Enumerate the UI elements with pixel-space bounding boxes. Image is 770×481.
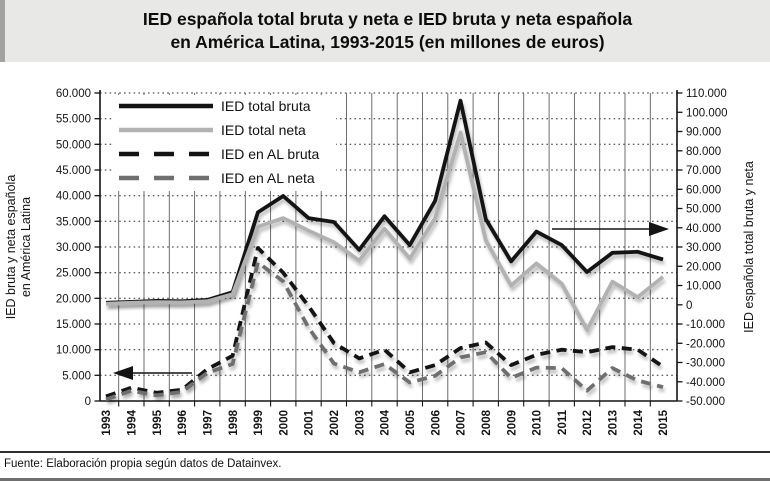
year-label: 1995 <box>152 409 164 435</box>
footer: Fuente: Elaboración propia según datos d… <box>0 451 770 481</box>
series-line-ied-en-al-bruta <box>105 246 665 399</box>
legend-box <box>112 95 336 191</box>
left-tick-label: 10.000 <box>56 345 91 357</box>
year-label: 1998 <box>228 409 240 435</box>
left-tick-label: 35.000 <box>56 216 91 228</box>
right-tick-label: -40.000 <box>686 377 725 389</box>
legend-label-ied-en-al-bruta: IED en AL bruta <box>221 146 320 162</box>
year-label: 1999 <box>253 410 265 436</box>
right-tick-label: 50.000 <box>686 204 721 216</box>
right-tick-label: 90.000 <box>686 127 721 139</box>
left-tick-label: 20.000 <box>56 293 91 305</box>
left-tick-label: 40.000 <box>56 191 91 203</box>
arrow-right-axis-head <box>649 222 669 236</box>
year-label: 1994 <box>127 409 139 435</box>
source-note: Fuente: Elaboración propia según datos d… <box>4 458 282 470</box>
year-label: 2000 <box>278 410 290 436</box>
series-line-ied-total-neta <box>105 130 665 332</box>
right-tick-label: -20.000 <box>686 338 725 350</box>
right-tick-label: 110.000 <box>686 88 727 100</box>
title-line-2: en América Latina, 1993-2015 (en millone… <box>170 32 605 52</box>
year-label: 2002 <box>329 410 341 436</box>
left-tick-label: 25.000 <box>56 268 91 280</box>
left-tick-label: 50.000 <box>56 139 91 151</box>
right-tick-label: 40.000 <box>686 223 721 235</box>
series-shadow-ied-en-al-bruta <box>106 247 666 402</box>
year-label: 2013 <box>608 410 620 436</box>
year-label: 2008 <box>481 409 493 435</box>
legend-label-ied-en-al-neta: IED en AL neta <box>221 170 315 186</box>
left-tick-label: 30.000 <box>56 242 91 254</box>
year-label: 2004 <box>380 409 392 435</box>
left-tick-label: 5.000 <box>62 370 91 382</box>
right-tick-label: 60.000 <box>686 184 721 196</box>
legend-label-ied-total-neta: IED total neta <box>221 122 306 138</box>
right-tick-label: 80.000 <box>686 146 721 158</box>
year-label: 2012 <box>582 410 594 436</box>
right-tick-label: -50.000 <box>686 396 725 408</box>
title-line-1: IED española total bruta y neta e IED br… <box>142 8 633 29</box>
right-tick-label: 0 <box>686 300 692 312</box>
right-tick-label: -30.000 <box>686 358 725 370</box>
right-tick-label: 70.000 <box>686 165 721 177</box>
left-tick-label: 55.000 <box>56 114 91 126</box>
left-tick-label: 0 <box>85 396 91 408</box>
year-label: 2010 <box>532 410 544 436</box>
right-tick-label: 30.000 <box>686 242 721 254</box>
left-axis-title-line2: en América Latina <box>19 197 33 297</box>
year-label: 1996 <box>177 410 189 436</box>
year-label: 2009 <box>506 410 518 436</box>
left-tick-label: 60.000 <box>56 88 91 100</box>
arrow-left-axis-head <box>113 366 133 380</box>
left-tick-label: 45.000 <box>56 165 91 177</box>
year-label: 2011 <box>557 409 569 435</box>
right-tick-label: 100.000 <box>686 107 728 119</box>
right-tick-label: -10.000 <box>686 319 725 331</box>
year-label: 2001 <box>304 409 316 435</box>
right-axis-title: IED española total bruta y neta <box>742 161 756 333</box>
chart-canvas: 0 5.000 10.000 15.000 20.000 25.000 30.000 35.0… <box>0 62 770 451</box>
year-label: 2007 <box>456 410 468 436</box>
year-label: 1997 <box>203 410 215 436</box>
year-label: 2014 <box>633 409 645 435</box>
year-label: 2015 <box>658 409 670 435</box>
chart-title: IED española total bruta y neta e IED br… <box>0 0 770 62</box>
year-label: 2006 <box>430 410 442 436</box>
legend-label-ied-total-bruta: IED total bruta <box>221 98 311 114</box>
right-tick-label: 20.000 <box>686 261 721 273</box>
left-axis-title: IED bruta y neta española <box>4 175 18 320</box>
fdi-line-chart: 0 5.000 10.000 15.000 20.000 25.000 30.000 35.0… <box>4 88 756 436</box>
year-label: 1993 <box>101 410 113 436</box>
series-line-ied-en-al-neta <box>105 260 664 402</box>
year-label: 2005 <box>405 409 417 435</box>
year-label: 2003 <box>354 410 366 436</box>
left-tick-label: 15.000 <box>56 319 91 331</box>
right-tick-label: 10.000 <box>686 281 721 293</box>
series-shadow-ied-en-al-neta <box>106 262 665 405</box>
